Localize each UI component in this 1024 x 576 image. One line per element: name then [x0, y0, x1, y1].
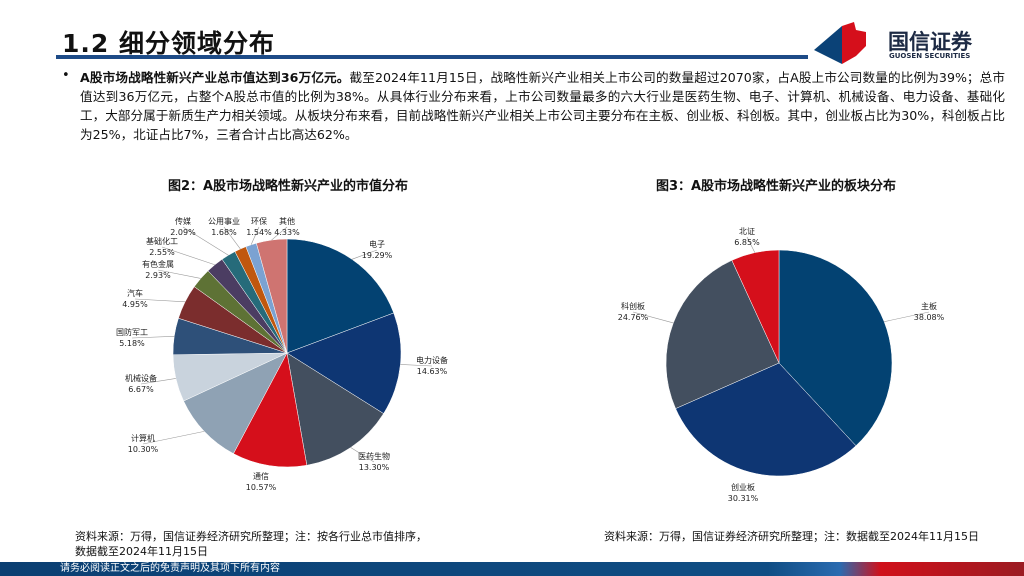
slice-value-label: 38.08% [914, 313, 945, 322]
slice-category-label: 电力设备 [416, 355, 448, 365]
slice-category-label: 北证 [739, 227, 755, 236]
leader-line [350, 447, 375, 463]
slice-category-label: 环保 [251, 216, 267, 226]
pie-slice-1-3 [731, 249, 780, 364]
chart3-title: 图3：A股市场战略性新兴产业的板块分布 [655, 179, 897, 194]
leader-line [157, 269, 201, 279]
leader-line [223, 226, 241, 250]
chart2-title: 图2：A股市场战略性新兴产业的市值分布 [167, 179, 409, 194]
leader-line [746, 236, 756, 253]
slice-value-label: 10.57% [246, 483, 277, 492]
leader-line [271, 226, 288, 241]
chart3-source: 资料来源：万得，国信证券经济研究所整理；注：数据截至2024年11月15日 [604, 530, 979, 543]
leader-line [140, 378, 176, 385]
slice-category-label: 其他 [279, 216, 295, 226]
slice-value-label: 14.63% [417, 367, 448, 376]
pie-slice-0-4 [183, 352, 288, 454]
slice-category-label: 创业板 [731, 482, 755, 492]
summary-text: 截至2024年11月15日，战略性新兴产业相关上市公司的数量超过2070家，占A… [80, 70, 1005, 142]
slice-value-label: 6.85% [734, 238, 760, 247]
slice-value-label: 6.67% [128, 385, 154, 394]
slice-value-label: 30.31% [728, 494, 759, 503]
guosen-logo [814, 22, 866, 64]
leader-line [134, 298, 186, 303]
slice-category-label: 医药生物 [358, 451, 390, 461]
pie-slice-0-3 [233, 352, 308, 468]
slice-category-label: 汽车 [127, 288, 143, 298]
leader-line [131, 335, 175, 339]
slice-category-label: 国防军工 [116, 327, 148, 337]
slice-category-label: 主板 [921, 301, 937, 311]
slice-value-label: 2.09% [170, 228, 196, 237]
slice-value-label: 4.95% [122, 300, 148, 309]
slice-category-label: 机械设备 [125, 373, 157, 383]
slice-value-label: 4.33% [274, 228, 300, 237]
slice-category-label: 公用事业 [208, 216, 240, 226]
slice-value-label: 1.68% [211, 228, 237, 237]
bullet-marker: • [62, 68, 70, 83]
leader-line [351, 249, 378, 260]
summary-lead: A股市场战略性新兴产业总市值达到36万亿元。 [80, 70, 350, 85]
leader-line [250, 226, 260, 245]
pie-slice-0-2 [286, 352, 384, 466]
footer-bar: 请务必阅读正文之后的免责声明及其项下所有内容 [0, 562, 1024, 576]
pie-slice-1-2 [665, 259, 780, 409]
pie-slice-1-0 [778, 249, 893, 447]
slice-value-label: 2.55% [149, 248, 175, 257]
title-divider [56, 55, 808, 59]
slice-category-label: 有色金属 [142, 259, 174, 269]
slice-category-label: 科创板 [621, 301, 645, 311]
footer-disclaimer: 请务必阅读正文之后的免责声明及其项下所有内容 [60, 563, 280, 574]
leader-line [161, 246, 215, 266]
leader-line [632, 311, 674, 324]
leader-line [400, 364, 433, 367]
chart2-source-line1: 资料来源：万得，国信证券经济研究所整理；注：按各行业总市值排序， [75, 530, 427, 543]
brand-name: 国信证券 [888, 30, 972, 54]
slice-category-label: 计算机 [131, 433, 155, 443]
page-title: 1.2 细分领域分布 [62, 29, 275, 58]
pie-slice-1-1 [675, 362, 857, 477]
slice-value-label: 5.18% [119, 339, 145, 348]
leader-line [142, 431, 205, 445]
brand-name-en: GUOSEN SECURITIES [889, 52, 971, 60]
slice-category-label: 通信 [253, 471, 269, 481]
leader-line [884, 311, 930, 322]
slice-value-label: 24.76% [618, 313, 649, 322]
slice-value-label: 19.29% [362, 251, 393, 260]
slice-category-label: 传媒 [175, 216, 191, 226]
chart2-source-line2: 数据截至2024年11月15日 [75, 545, 208, 558]
summary-paragraph: A股市场战略性新兴产业总市值达到36万亿元。截至2024年11月15日，战略性新… [80, 68, 1005, 144]
slice-category-label: 基础化工 [146, 236, 178, 246]
slice-value-label: 10.30% [128, 445, 159, 454]
leader-line [182, 226, 229, 256]
slice-value-label: 2.93% [145, 271, 171, 280]
slice-category-label: 电子 [369, 239, 385, 249]
slice-value-label: 1.54% [246, 228, 272, 237]
chart2-source: 资料来源：万得，国信证券经济研究所整理；注：按各行业总市值排序， 数据截至2024… [75, 529, 427, 559]
slice-value-label: 13.30% [359, 463, 390, 472]
